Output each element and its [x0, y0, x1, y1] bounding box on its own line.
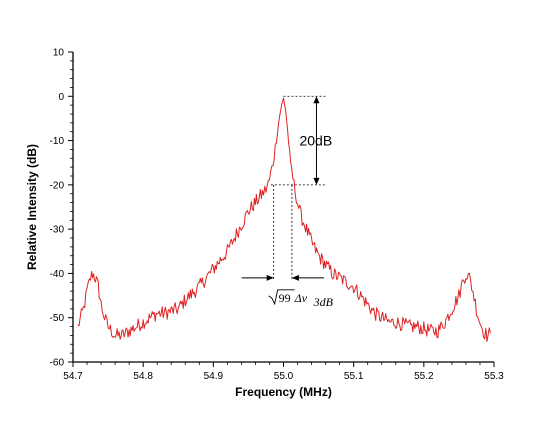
y-tick-label: -50 — [50, 313, 65, 324]
x-tick-label: 55.0 — [274, 371, 294, 382]
x-tick-label: 55.1 — [344, 371, 364, 382]
x-tick-label: 54.9 — [204, 371, 224, 382]
y-tick-label: 0 — [58, 92, 64, 103]
y-tick-label: -40 — [50, 269, 65, 280]
y-tick-label: 10 — [53, 48, 65, 59]
y-axis-title: Relative Intensity (dB) — [25, 144, 39, 270]
sqrt-radical — [268, 289, 295, 306]
series-line-0 — [77, 97, 491, 342]
width-label-subscript: 3dB — [313, 295, 334, 309]
arrowhead-down — [313, 177, 320, 185]
x-tick-label: 54.8 — [133, 371, 153, 382]
x-tick-label: 54.7 — [63, 371, 83, 382]
x-tick-label: 55.2 — [414, 371, 434, 382]
annotation-layer: 20dB 99 Δν 3dB — [241, 95, 334, 309]
x-axis-title: Frequency (MHz) — [235, 385, 332, 399]
width-arrowhead-left — [266, 274, 274, 281]
db-span-label: 20dB — [299, 133, 332, 149]
width-label-root: 99 — [279, 291, 291, 305]
y-tick-label: -20 — [50, 180, 65, 191]
arrowhead-up — [313, 96, 320, 104]
y-tick-label: -30 — [50, 225, 65, 236]
y-tick-label: -60 — [50, 358, 65, 369]
series-layer — [77, 97, 491, 342]
width-arrowhead-right — [291, 274, 299, 281]
width-label-delta: Δν — [294, 291, 308, 305]
axes: 10 0 -10 -20 -30 -40 -50 -60 54.7 54.8 54.9 55.0 55.… — [50, 48, 505, 383]
x-tick-label: 55.3 — [484, 371, 504, 382]
y-tick-label: -10 — [50, 136, 65, 147]
